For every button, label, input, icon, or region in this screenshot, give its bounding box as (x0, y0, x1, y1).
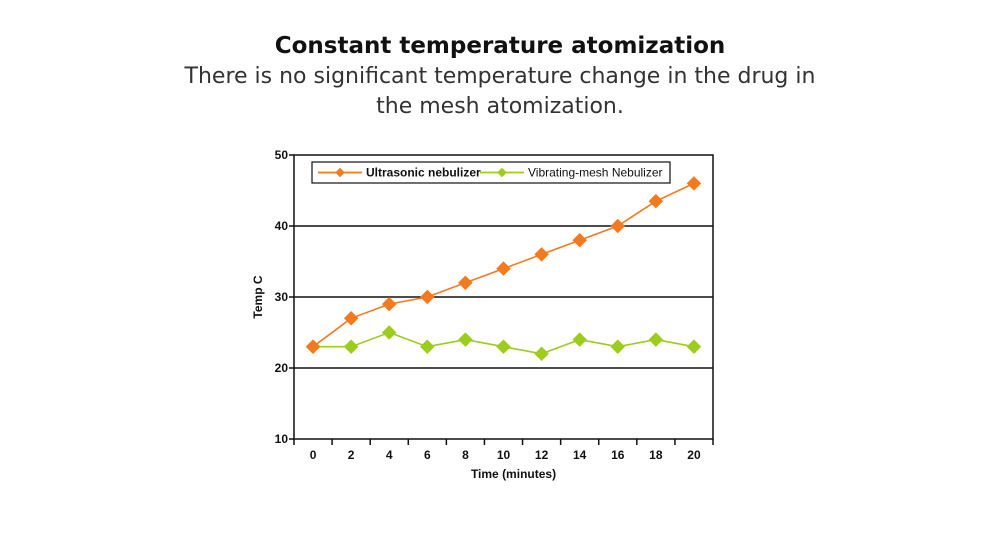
chart-heading-title: Constant temperature atomization (274, 33, 726, 59)
heading-block: Constant temperature atomization There i… (0, 30, 1000, 122)
x-tick-label-4: 4 (386, 448, 393, 462)
grid-layer (294, 225, 713, 369)
series-mesh (305, 325, 702, 362)
point-ultrasonic-10 (496, 261, 511, 276)
series-layer (305, 176, 702, 362)
point-mesh-14 (572, 332, 588, 347)
y-tick-label-50: 50 (275, 148, 289, 162)
y-tick-label-40: 40 (275, 219, 289, 233)
point-ultrasonic-14 (572, 232, 588, 248)
x-tick-label-20: 20 (687, 448, 701, 462)
point-ultrasonic-2 (343, 310, 359, 326)
point-mesh-18 (648, 332, 664, 347)
x-axis-label: Time (minutes) (471, 467, 556, 481)
y-tick-label-30: 30 (275, 290, 289, 304)
y-tick-label-20: 20 (275, 361, 289, 375)
x-tick-label-12: 12 (535, 448, 549, 462)
point-mesh-6 (419, 339, 435, 355)
point-ultrasonic-6 (419, 289, 435, 305)
x-tick-label-16: 16 (611, 448, 625, 462)
point-mesh-4 (381, 325, 397, 340)
legend-marker-mesh (497, 167, 507, 178)
point-ultrasonic-20 (686, 176, 702, 191)
point-mesh-8 (458, 332, 473, 347)
point-mesh-2 (343, 339, 359, 355)
point-mesh-10 (496, 339, 511, 355)
point-ultrasonic-18 (648, 193, 664, 209)
x-tick-label-18: 18 (649, 448, 663, 462)
x-tick-label-2: 2 (348, 448, 355, 462)
point-ultrasonic-4 (381, 296, 397, 312)
y-tick-label-10: 10 (275, 432, 289, 446)
point-mesh-20 (686, 339, 702, 355)
legend-label-mesh: Vibrating-mesh Nebulizer (528, 166, 663, 180)
y-axis-label: Temp C (251, 275, 265, 318)
point-mesh-16 (610, 339, 626, 355)
point-ultrasonic-12 (534, 247, 549, 262)
axes-layer: 10 20 30 40 50 0 2 4 6 8 10 12 14 16 18 20 (275, 148, 714, 462)
x-tick-label-10: 10 (497, 448, 511, 462)
series-ultrasonic (305, 176, 702, 355)
point-ultrasonic-8 (458, 275, 473, 291)
point-ultrasonic-0 (305, 339, 321, 355)
x-tick-label-8: 8 (462, 448, 469, 462)
legend-label-ultrasonic: Ultrasonic nebulizer (366, 166, 481, 180)
chart-heading-subtitle: There is no significant temperature chan… (184, 64, 816, 119)
point-ultrasonic-16 (610, 218, 626, 234)
x-tick-label-0: 0 (310, 448, 317, 462)
legend: Ultrasonic nebulizer Vibrating-mesh Nebul… (311, 161, 671, 184)
x-tick-label-6: 6 (424, 448, 431, 462)
legend-marker-ultrasonic (335, 167, 345, 178)
x-tick-label-14: 14 (573, 448, 587, 462)
point-mesh-12 (534, 346, 549, 362)
